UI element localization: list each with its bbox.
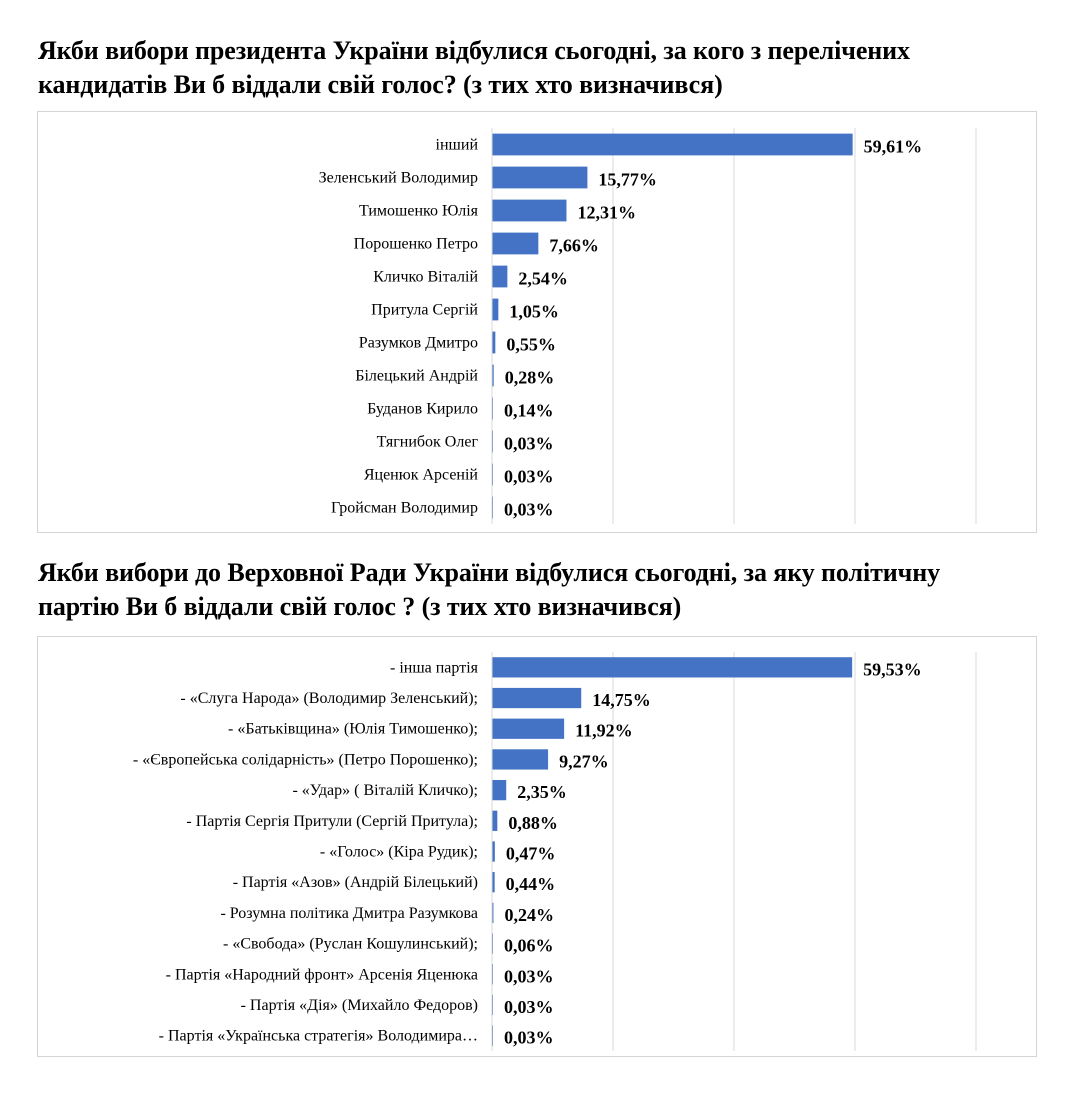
chart-0-bar	[492, 232, 539, 255]
chart-1-bar	[492, 749, 549, 770]
chart-2-title-line-1: Якби вибори до Верховної Ради України ві…	[38, 558, 940, 587]
chart-0-data-label: 0,14%	[504, 401, 554, 421]
chart-0-category-label: інший	[436, 137, 479, 154]
chart-0-category-label: Яценюк Арсеній	[364, 467, 479, 484]
chart-0-bar	[492, 133, 853, 156]
chart-1-category-label: - Партія «Азов» (Андрій Білецький)	[233, 874, 478, 891]
chart-1-data-label: 14,75%	[592, 690, 651, 710]
chart-1-category-label: - «Голос» (Кіра Рудик);	[320, 844, 478, 861]
chart-1-bar	[492, 657, 853, 678]
chart-1-category-label: - «Удар» ( Віталій Кличко);	[292, 782, 478, 799]
chart-1-data-label: 0,03%	[504, 966, 554, 986]
chart-1-bar	[492, 718, 565, 739]
chart-1-data-label: 0,44%	[506, 874, 556, 894]
chart-0-data-label: 0,28%	[505, 368, 554, 388]
chart-1-title-line-1: Якби вибори президента України відбулися…	[38, 36, 910, 65]
chart-0-bar	[492, 166, 588, 189]
chart-0-data-label: 15,77%	[598, 170, 657, 190]
chart-2-title-line-2: партію Ви б віддали свій голос ? (з тих …	[38, 592, 682, 621]
chart-1-category-label: - «Слуга Народа» (Володимир Зеленський);	[180, 690, 478, 707]
chart-0-category-label: Кличко Віталій	[373, 269, 478, 286]
chart-1-data-label: 0,03%	[504, 997, 554, 1017]
chart-0-data-label: 7,66%	[549, 236, 599, 256]
chart-0-data-label: 0,03%	[504, 467, 554, 487]
chart-1-data-label: 9,27%	[559, 751, 609, 771]
chart-1-title-line-2: кандидатів Ви б віддали свій голос? (з т…	[38, 70, 723, 99]
chart-0-data-label: 12,31%	[577, 203, 636, 223]
chart-0-category-label: Гройсман Володимир	[331, 500, 478, 517]
chart-0-bar	[492, 364, 494, 387]
chart-1-title: Якби вибори президента України відбулися…	[38, 34, 910, 102]
chart-0-data-label: 0,03%	[504, 434, 554, 454]
chart-0-category-label: Разумков Дмитро	[359, 335, 478, 352]
chart-1-bar	[492, 872, 495, 893]
chart-1-bar	[492, 779, 507, 801]
chart-1-data-label: 0,03%	[504, 1028, 554, 1048]
chart-0-category-label: Білецький Андрій	[355, 368, 478, 385]
chart-1-category-label: - Партія «Народний фронт» Арсенія Яценюк…	[166, 966, 478, 983]
chart-0-bar	[492, 265, 508, 288]
chart-0-category-label: Порошенко Петро	[354, 236, 478, 253]
chart-1-category-label: - Розумна політика Дмитра Разумкова	[220, 905, 478, 922]
chart-1-bar	[492, 810, 498, 831]
chart-1-data-label: 0,88%	[508, 813, 557, 833]
chart-0-bar	[492, 199, 567, 222]
chart-1-plot-area: інший 59,61% Зеленський Володимир 15,77% Тим…	[37, 111, 1037, 533]
chart-1-data-label: 11,92%	[575, 721, 633, 741]
chart-1-data-label: 0,06%	[504, 936, 554, 956]
chart-1-svg: інший 59,61% Зеленський Володимир 15,77% Тим…	[319, 128, 977, 524]
chart-1-category-label: - Партія Сергія Притули (Сергій Притула)…	[186, 813, 478, 830]
chart-1-bar	[492, 687, 582, 709]
chart-0-category-label: Тягнибок Олег	[377, 434, 479, 451]
chart-2-title: Якби вибори до Верховної Ради України ві…	[38, 556, 940, 624]
chart-1-data-label: 0,47%	[506, 844, 556, 864]
chart-0-category-label: Притула Сергій	[371, 302, 478, 319]
chart-0-data-label: 1,05%	[509, 302, 559, 322]
chart-0-category-label: Зеленський Володимир	[319, 170, 478, 187]
chart-1-category-label: - Партія «Українська стратегія» Володими…	[159, 1028, 478, 1045]
chart-0-data-label: 0,03%	[504, 500, 554, 520]
chart-0-data-label: 0,55%	[506, 335, 556, 355]
chart-2-svg: - інша партія 59,53% - «Слуга Народа» (Вол…	[133, 652, 977, 1051]
chart-1-category-label: - інша партія	[390, 659, 479, 676]
chart-0-bar	[492, 298, 499, 321]
chart-1-category-label: - «Батьківщина» (Юлія Тимошенко);	[228, 721, 478, 738]
chart-1-category-label: - «Свобода» (Руслан Кошулинський);	[223, 936, 478, 953]
chart-1-data-label: 59,53%	[863, 659, 922, 679]
chart-0-bar	[492, 331, 496, 354]
chart-0-data-label: 2,54%	[518, 269, 568, 289]
chart-0-data-label: 59,61%	[864, 137, 923, 157]
chart-1-category-label: - Партія «Дія» (Михайло Федоров)	[241, 997, 478, 1014]
chart-1-data-label: 0,24%	[504, 905, 554, 925]
chart-1-data-label: 2,35%	[517, 782, 567, 802]
chart-0-category-label: Тимошенко Юлія	[359, 203, 479, 220]
chart-1-bar	[492, 841, 495, 862]
chart-1-category-label: - «Європейська солідарність» (Петро Поро…	[133, 751, 478, 768]
chart-2-plot-area: - інша партія 59,53% - «Слуга Народа» (Вол…	[37, 636, 1037, 1057]
chart-0-category-label: Буданов Кирило	[367, 401, 478, 418]
chart-1-bar	[492, 902, 494, 924]
